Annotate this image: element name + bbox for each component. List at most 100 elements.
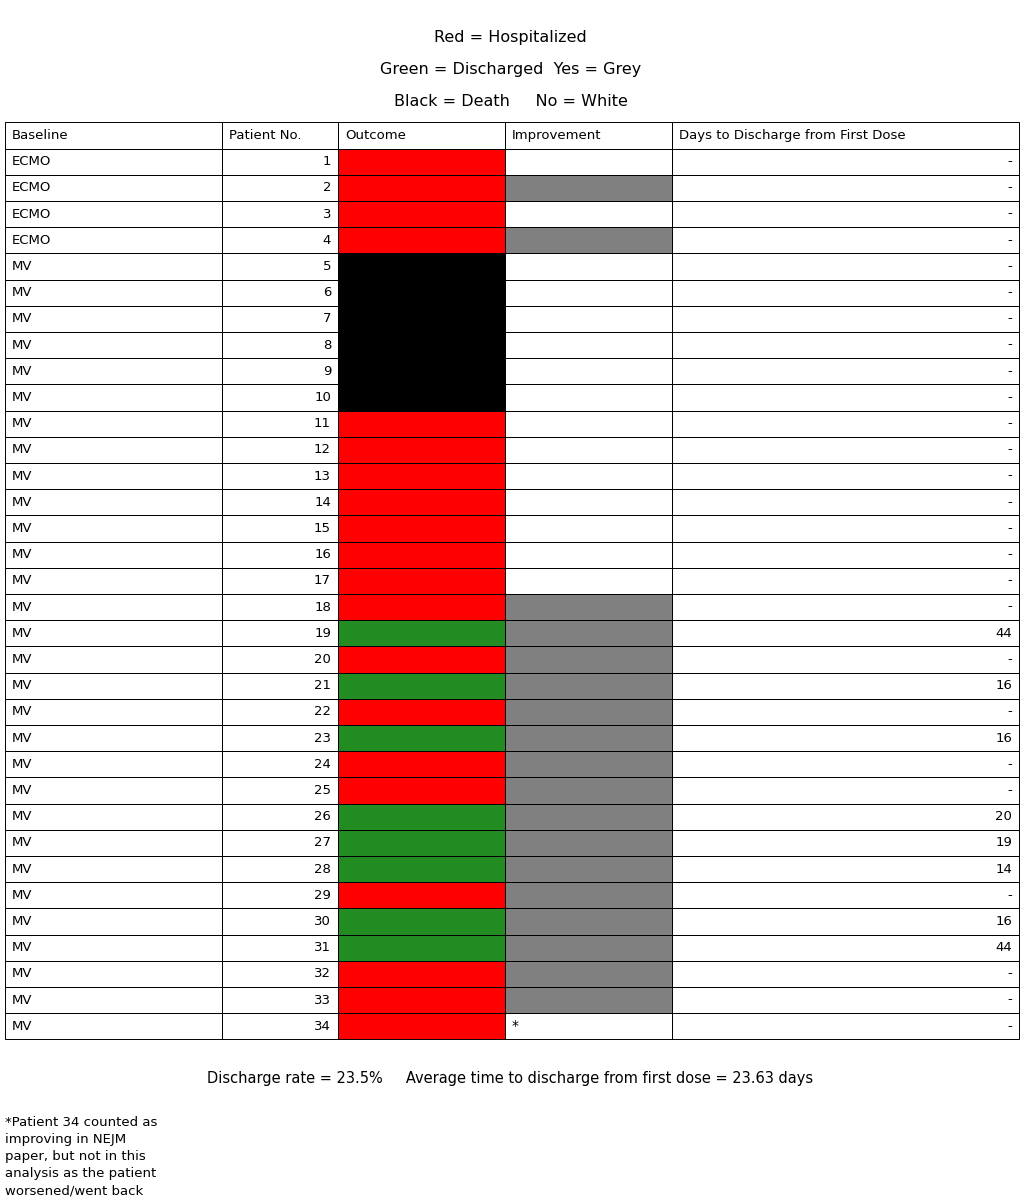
Bar bbox=[505, 647, 672, 672]
Bar bbox=[505, 1013, 672, 1039]
Text: -: - bbox=[1008, 338, 1012, 352]
Bar bbox=[672, 227, 1019, 253]
Text: -: - bbox=[1008, 208, 1012, 221]
Bar bbox=[5, 856, 222, 882]
Bar bbox=[338, 358, 505, 384]
Text: MV: MV bbox=[12, 810, 33, 823]
Bar bbox=[338, 122, 505, 149]
Bar bbox=[338, 986, 505, 1013]
Bar bbox=[672, 698, 1019, 725]
Bar bbox=[672, 647, 1019, 672]
Text: MV: MV bbox=[12, 600, 33, 613]
Bar bbox=[672, 227, 1019, 253]
Bar bbox=[222, 829, 338, 856]
Bar bbox=[222, 463, 338, 490]
Bar bbox=[505, 672, 672, 698]
Text: 16: 16 bbox=[995, 914, 1012, 928]
Text: 12: 12 bbox=[314, 443, 331, 456]
Bar bbox=[505, 620, 672, 647]
Text: MV: MV bbox=[12, 836, 33, 850]
Bar bbox=[222, 149, 338, 175]
Text: 22: 22 bbox=[314, 706, 331, 719]
Text: 3: 3 bbox=[323, 208, 331, 221]
Bar bbox=[5, 200, 222, 227]
Bar bbox=[5, 725, 222, 751]
Bar bbox=[5, 515, 222, 541]
Text: 13: 13 bbox=[314, 469, 331, 482]
Bar bbox=[338, 672, 505, 698]
Bar bbox=[222, 410, 338, 437]
Bar bbox=[505, 280, 672, 306]
Bar bbox=[672, 200, 1019, 227]
Bar bbox=[338, 280, 505, 306]
Bar bbox=[222, 725, 338, 751]
Bar bbox=[672, 175, 1019, 200]
Bar bbox=[505, 594, 672, 620]
Text: Baseline: Baseline bbox=[12, 128, 68, 142]
Bar bbox=[222, 647, 338, 672]
Text: 18: 18 bbox=[314, 600, 331, 613]
Bar bbox=[505, 490, 672, 515]
Bar bbox=[505, 332, 672, 358]
Bar bbox=[222, 122, 338, 149]
Bar bbox=[672, 1013, 1019, 1039]
Bar bbox=[5, 410, 222, 437]
Bar bbox=[505, 541, 672, 568]
Text: Discharge rate = 23.5%     Average time to discharge from first dose = 23.63 day: Discharge rate = 23.5% Average time to d… bbox=[207, 1072, 814, 1086]
Bar bbox=[338, 175, 505, 200]
Bar bbox=[5, 698, 222, 725]
Bar bbox=[672, 568, 1019, 594]
Bar bbox=[222, 698, 338, 725]
Bar bbox=[505, 463, 672, 490]
Text: -: - bbox=[1008, 286, 1012, 299]
Text: -: - bbox=[1008, 889, 1012, 901]
Bar bbox=[338, 647, 505, 672]
Bar bbox=[5, 1013, 222, 1039]
Bar bbox=[222, 227, 338, 253]
Text: -: - bbox=[1008, 548, 1012, 562]
Text: 33: 33 bbox=[314, 994, 331, 1007]
Bar bbox=[338, 332, 505, 358]
Bar bbox=[338, 594, 505, 620]
Bar bbox=[505, 935, 672, 961]
Bar bbox=[5, 961, 222, 986]
Bar bbox=[505, 149, 672, 175]
Bar bbox=[5, 227, 222, 253]
Bar bbox=[505, 490, 672, 515]
Bar bbox=[222, 778, 338, 804]
Text: -: - bbox=[1008, 522, 1012, 535]
Bar bbox=[505, 175, 672, 200]
Text: -: - bbox=[1008, 967, 1012, 980]
Bar bbox=[338, 306, 505, 332]
Text: 28: 28 bbox=[314, 863, 331, 876]
Bar bbox=[338, 882, 505, 908]
Text: -: - bbox=[1008, 443, 1012, 456]
Bar bbox=[672, 515, 1019, 541]
Text: 17: 17 bbox=[314, 575, 331, 587]
Bar bbox=[505, 384, 672, 410]
Bar bbox=[5, 856, 222, 882]
Bar bbox=[672, 935, 1019, 961]
Bar bbox=[222, 935, 338, 961]
Bar bbox=[222, 908, 338, 935]
Bar bbox=[338, 778, 505, 804]
Bar bbox=[672, 253, 1019, 280]
Text: MV: MV bbox=[12, 626, 33, 640]
Bar bbox=[672, 986, 1019, 1013]
Bar bbox=[505, 437, 672, 463]
Bar bbox=[222, 986, 338, 1013]
Text: 16: 16 bbox=[314, 548, 331, 562]
Text: Improvement: Improvement bbox=[512, 128, 601, 142]
Bar bbox=[672, 725, 1019, 751]
Text: 1: 1 bbox=[323, 155, 331, 168]
Text: MV: MV bbox=[12, 653, 33, 666]
Text: MV: MV bbox=[12, 941, 33, 954]
Bar bbox=[5, 149, 222, 175]
Text: -: - bbox=[1008, 784, 1012, 797]
Bar bbox=[672, 804, 1019, 829]
Bar bbox=[222, 647, 338, 672]
Bar bbox=[338, 804, 505, 829]
Bar bbox=[505, 410, 672, 437]
Bar bbox=[338, 515, 505, 541]
Bar bbox=[222, 200, 338, 227]
